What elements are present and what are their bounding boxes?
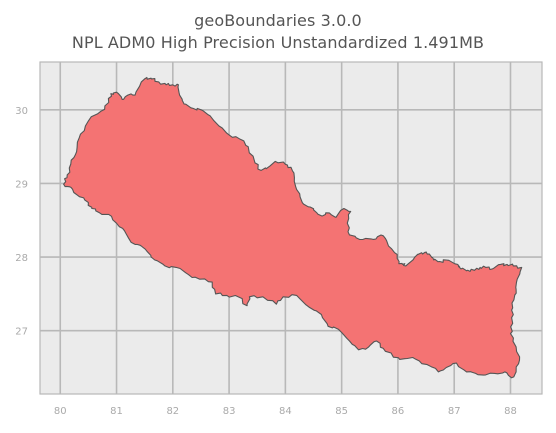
y-tick-label: 27: [15, 327, 28, 338]
x-tick-label: 83: [223, 406, 236, 417]
map-title: geoBoundaries 3.0.0: [194, 11, 362, 30]
y-tick-label: 30: [15, 106, 28, 117]
map-plot-frame: [39, 61, 543, 395]
x-tick-label: 87: [448, 406, 461, 417]
x-tick-label: 82: [166, 406, 179, 417]
x-tick-label: 84: [279, 406, 292, 417]
x-tick-label: 86: [392, 406, 405, 417]
x-tick-label: 81: [110, 406, 123, 417]
nepal-boundary-polygon[interactable]: [63, 76, 523, 379]
map-subtitle: NPL ADM0 High Precision Unstandardized 1…: [71, 33, 485, 52]
x-tick-label: 88: [504, 406, 517, 417]
y-tick-label: 28: [15, 253, 28, 264]
x-axis-ticks: 80 81 82 83 84 85 86 87 88: [54, 406, 517, 417]
y-axis-ticks: 30 29 28 27: [15, 106, 28, 338]
x-tick-label: 85: [335, 406, 348, 417]
y-tick-label: 29: [15, 179, 28, 190]
x-tick-label: 80: [54, 406, 67, 417]
